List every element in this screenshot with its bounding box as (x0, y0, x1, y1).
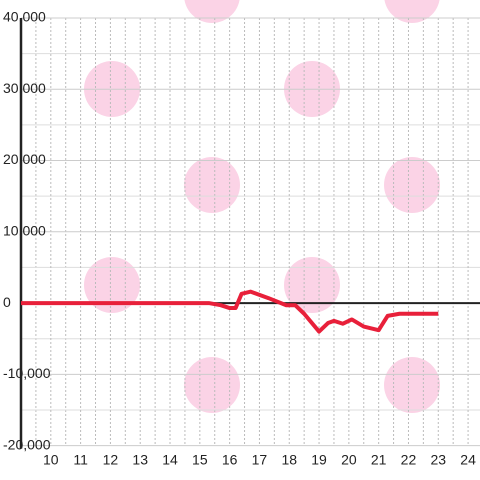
watermarks (84, 0, 440, 413)
x-tick-label: 18 (281, 452, 297, 468)
y-tick-label: 40,000 (3, 9, 46, 25)
y-tick-label: 0 (3, 294, 11, 310)
watermark (184, 357, 240, 413)
watermark (384, 0, 440, 23)
x-tick-label: 12 (103, 452, 119, 468)
x-tick-label: 22 (401, 452, 417, 468)
x-tick-label: 14 (162, 452, 178, 468)
watermark (84, 257, 140, 313)
x-tick-label: 16 (222, 452, 238, 468)
x-tick-label: 19 (311, 452, 327, 468)
x-tick-label: 24 (460, 452, 476, 468)
watermark (384, 157, 440, 213)
watermark (384, 357, 440, 413)
y-tick-label: -20,000 (3, 436, 51, 452)
x-tick-label: 15 (192, 452, 208, 468)
y-tick-label: 20,000 (3, 151, 46, 167)
watermark (284, 257, 340, 313)
y-tick-label: 10,000 (3, 223, 46, 239)
y-tick-label: 30,000 (3, 80, 46, 96)
x-tick-label: 17 (252, 452, 268, 468)
y-tick-label: -10,000 (3, 365, 51, 381)
x-tick-label: 20 (341, 452, 357, 468)
line (21, 289, 439, 334)
x-tick-label: 13 (132, 452, 148, 468)
x-tick-label: 21 (371, 452, 387, 468)
x-tick-label: 23 (430, 452, 446, 468)
x-tick-label: 10 (43, 452, 59, 468)
watermark (184, 0, 240, 23)
watermark (184, 157, 240, 213)
x-tick-label: 11 (73, 452, 88, 468)
